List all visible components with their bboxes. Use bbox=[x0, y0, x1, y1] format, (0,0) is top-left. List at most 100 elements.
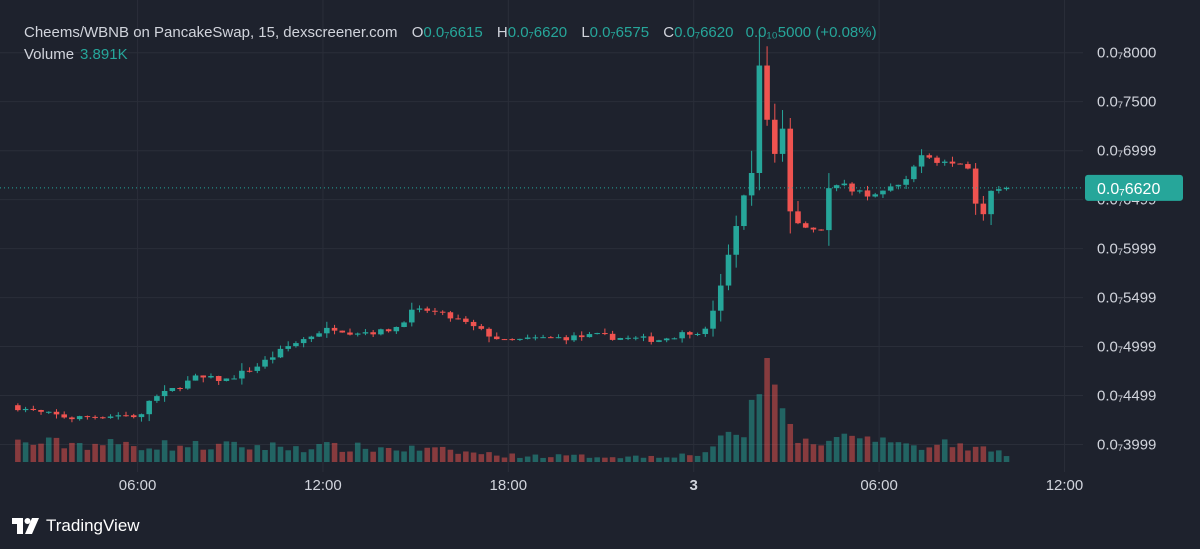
volume-bar bbox=[826, 440, 832, 462]
volume-bar bbox=[478, 454, 485, 462]
volume-bar bbox=[208, 449, 214, 462]
volume-bar bbox=[764, 358, 770, 462]
candle-body bbox=[717, 285, 724, 311]
volume-bar bbox=[656, 457, 662, 462]
candle-body bbox=[702, 328, 709, 335]
volume-bar bbox=[15, 439, 21, 462]
volume-bar bbox=[61, 448, 67, 462]
candle-body bbox=[393, 326, 400, 332]
candle-body bbox=[115, 415, 122, 417]
candle-body bbox=[934, 157, 940, 163]
volume-bar bbox=[192, 440, 199, 462]
volume-bar bbox=[717, 435, 724, 462]
volume-label[interactable]: Volume bbox=[24, 46, 75, 63]
volume-bar bbox=[710, 446, 716, 462]
volume-bar bbox=[107, 439, 114, 462]
price-axis[interactable]: 0.0₇80000.0₇75000.0₇69990.0₇64990.0₇5999… bbox=[1097, 45, 1156, 454]
volume-bar bbox=[308, 449, 315, 462]
time-axis[interactable]: 06:00 12:00 18:00 3 06:00 12:00 bbox=[119, 477, 1083, 494]
volume-bar bbox=[92, 443, 98, 462]
price-tick-label: 0.0₇7500 bbox=[1097, 94, 1156, 111]
candle-body bbox=[841, 183, 848, 186]
candle-body bbox=[123, 415, 129, 417]
volume-bar bbox=[385, 447, 392, 462]
volume-bar bbox=[185, 447, 191, 462]
candle-body bbox=[501, 339, 508, 341]
candle-body bbox=[941, 161, 948, 163]
volume-bar bbox=[926, 447, 933, 462]
price-tick-label: 0.0₇5499 bbox=[1097, 290, 1156, 307]
volume-bar bbox=[501, 457, 508, 462]
volume-bar bbox=[772, 384, 778, 462]
candle-body bbox=[663, 338, 670, 341]
high-label: H bbox=[496, 24, 508, 41]
volume-bar bbox=[254, 445, 261, 462]
candle-body bbox=[424, 308, 431, 311]
time-tick-label: 06:00 bbox=[119, 477, 157, 494]
last-price-marker: 0.0₇6620 bbox=[0, 174, 1183, 201]
candle-body bbox=[254, 366, 261, 371]
candle-body bbox=[926, 155, 933, 158]
candle-body bbox=[733, 226, 739, 255]
chart-grid bbox=[0, 0, 1083, 472]
candle-body bbox=[285, 346, 291, 349]
volume-bar bbox=[285, 450, 291, 462]
volume-bar bbox=[748, 399, 755, 462]
volume-bar bbox=[115, 444, 122, 462]
volume-bar bbox=[146, 448, 152, 462]
volume-bar bbox=[138, 450, 145, 462]
volume-bar bbox=[918, 449, 925, 462]
volume-bar bbox=[69, 442, 75, 462]
volume-bar bbox=[895, 442, 902, 462]
volume-bar bbox=[493, 455, 500, 462]
volume-bar bbox=[223, 441, 230, 462]
candle-body bbox=[517, 338, 523, 340]
candle-body bbox=[84, 416, 91, 418]
candle-body bbox=[679, 332, 685, 339]
volume-bar bbox=[76, 443, 83, 462]
symbol-title[interactable]: Cheems/WBNB on PancakeSwap, 15, dexscree… bbox=[24, 24, 398, 41]
volume-bar bbox=[84, 449, 91, 462]
candle-body bbox=[687, 332, 693, 335]
candle-body bbox=[594, 333, 600, 335]
candle-body bbox=[416, 308, 423, 310]
time-tick-label: 3 bbox=[690, 477, 698, 494]
volume-bar bbox=[578, 454, 585, 462]
candle-body bbox=[748, 172, 755, 196]
volume-bar bbox=[231, 441, 237, 462]
candle-body bbox=[53, 411, 60, 415]
volume-bar bbox=[617, 458, 624, 462]
candle-body bbox=[401, 322, 407, 327]
volume-bar bbox=[347, 451, 353, 462]
volume-bar bbox=[200, 449, 207, 462]
volume-bar bbox=[393, 450, 400, 462]
candle-body bbox=[818, 229, 824, 231]
volume-bar bbox=[169, 450, 176, 462]
volume-bar bbox=[911, 445, 917, 462]
price-tick-label: 0.0₇5999 bbox=[1097, 241, 1156, 258]
volume-bar bbox=[957, 443, 963, 462]
volume-bar bbox=[555, 454, 562, 462]
candle-body bbox=[300, 339, 307, 344]
candlesticks bbox=[15, 31, 1010, 423]
price-tick-label: 0.0₇6999 bbox=[1097, 143, 1156, 160]
candle-body bbox=[45, 411, 52, 413]
volume-bar bbox=[965, 450, 971, 462]
candle-body bbox=[571, 335, 577, 341]
candle-body bbox=[239, 370, 245, 379]
volume-bar bbox=[339, 451, 346, 462]
candle-body bbox=[169, 388, 176, 391]
volume-bar bbox=[571, 454, 577, 462]
candle-body bbox=[138, 414, 145, 418]
chart-header: Cheems/WBNB on PancakeSwap, 15, dexscree… bbox=[24, 24, 877, 41]
volume-bar bbox=[733, 434, 739, 462]
volume-bar bbox=[447, 449, 454, 462]
price-tick-label: 0.0₇4499 bbox=[1097, 388, 1156, 405]
volume-bar bbox=[378, 447, 384, 462]
time-tick-label: 12:00 bbox=[304, 477, 342, 494]
volume-bar bbox=[524, 456, 531, 462]
tradingview-logo-icon bbox=[12, 518, 39, 534]
tradingview-brand[interactable]: TradingView bbox=[12, 516, 140, 536]
candle-body bbox=[362, 332, 369, 334]
